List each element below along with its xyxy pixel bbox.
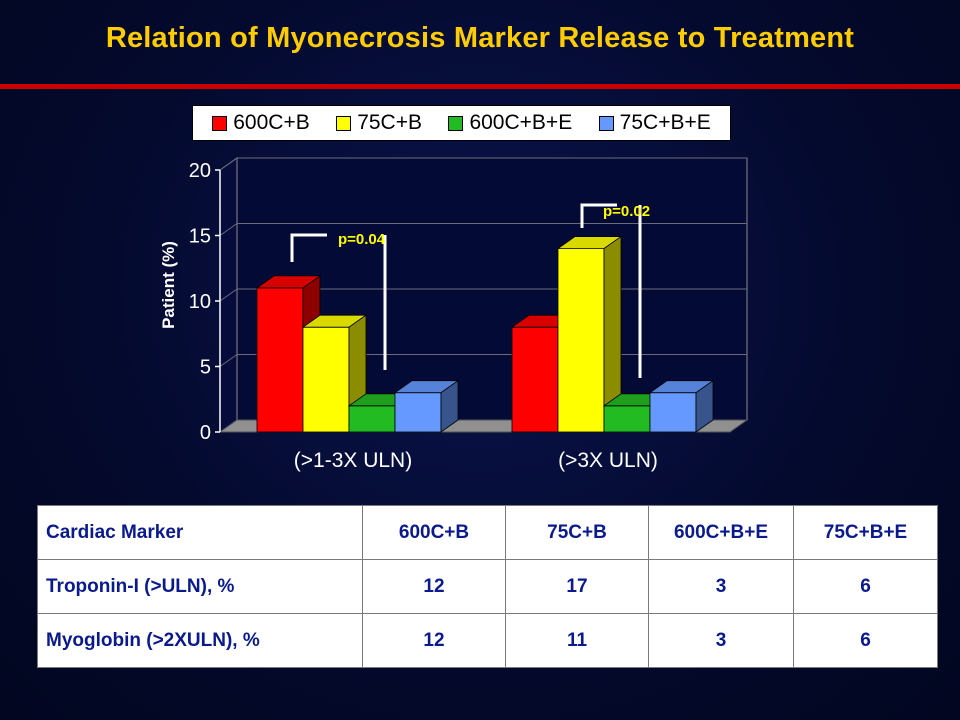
legend-label: 75C+B+E (619, 111, 711, 134)
table-cell: Myoglobin (>2XULN), % (37, 613, 363, 668)
table-header-cell: Cardiac Marker (37, 505, 363, 560)
legend-label: 75C+B (357, 111, 422, 134)
table-header-cell: 600C+B (362, 505, 506, 560)
table-cell: 17 (505, 559, 649, 614)
p-value-bracket (290, 233, 327, 262)
legend-item: 600C+B (212, 111, 310, 135)
table-cell: 6 (793, 559, 938, 614)
bar (256, 287, 304, 433)
legend-label: 600C+B+E (469, 111, 573, 134)
gridline (219, 354, 238, 367)
bar (649, 392, 697, 433)
y-tick-label: 15 (189, 226, 211, 248)
cardiac-marker-table: Cardiac Marker 600C+B 75C+B 600C+B+E 75C… (37, 505, 938, 668)
table-row: Troponin-I (>ULN), % 12 17 3 6 (37, 559, 938, 614)
bar (603, 405, 651, 433)
p-value-label: p=0.04 (338, 231, 386, 248)
y-axis-label: Patient (%) (159, 241, 178, 329)
bar-side (695, 379, 714, 433)
legend-swatch (212, 115, 228, 131)
legend-item: 75C+B (336, 111, 422, 135)
table-header-cell: 75C+B+E (793, 505, 938, 560)
table-header-row: Cardiac Marker 600C+B 75C+B 600C+B+E 75C… (37, 505, 938, 560)
table-header-cell: 600C+B+E (648, 505, 794, 560)
p-value-label: p=0.02 (603, 203, 650, 220)
legend-item: 75C+B+E (598, 111, 711, 135)
slide-title: Relation of Myonecrosis Marker Release t… (105, 22, 855, 54)
gridline (219, 157, 238, 171)
table-cell: 12 (362, 613, 506, 668)
legend-swatch (336, 115, 352, 131)
bar (302, 326, 350, 433)
table-cell: 11 (505, 613, 649, 668)
x-category-label: (>3X ULN) (558, 449, 658, 472)
legend-swatch (598, 115, 614, 131)
table-cell: 3 (648, 559, 794, 614)
chart-legend: 600C+B 75C+B 600C+B+E 75C+B+E (192, 105, 731, 141)
x-category-label: (>1-3X ULN) (294, 449, 412, 472)
legend-swatch (448, 115, 464, 131)
table-row: Myoglobin (>2XULN), % 12 11 3 6 (37, 613, 938, 668)
legend-label: 600C+B (233, 111, 310, 134)
bar-side (440, 379, 459, 433)
table-cell: 12 (362, 559, 506, 614)
title-divider (0, 84, 960, 89)
y-tick-label: 0 (200, 422, 211, 444)
bar (348, 405, 396, 433)
bar (511, 326, 559, 433)
table-header-cell: 75C+B (505, 505, 649, 560)
gridline (219, 288, 238, 302)
table-cell: 6 (793, 613, 938, 668)
table-cell: 3 (648, 613, 794, 668)
bar (557, 248, 605, 433)
bar-chart: 0 5 10 15 20 Patient (%) (>1-3X ULN) (>3X ULN) p… (159, 157, 749, 472)
table-cell: Troponin-I (>ULN), % (37, 559, 363, 614)
legend-item: 600C+B+E (448, 111, 572, 135)
y-tick-label: 20 (189, 160, 211, 182)
y-tick-label: 10 (189, 291, 211, 313)
gridline (219, 223, 238, 236)
p-value-bracket (580, 203, 617, 228)
bar (394, 392, 442, 433)
y-tick-label: 5 (200, 357, 211, 379)
